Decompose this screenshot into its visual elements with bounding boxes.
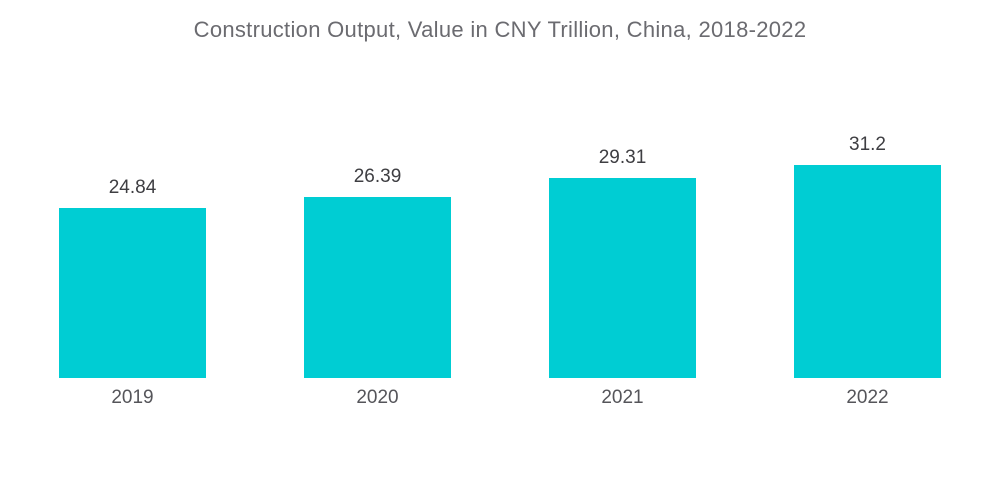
bar-value-label: 24.84 [108, 177, 157, 198]
bar-group-2021: 29.31 2021 [549, 60, 696, 408]
category-label: 2022 [846, 387, 889, 408]
category-label: 2021 [601, 387, 644, 408]
bar-value-label: 26.39 [353, 166, 402, 187]
bar-2019 [59, 208, 206, 378]
category-label: 2020 [356, 387, 399, 408]
bar-group-2020: 26.39 2020 [304, 60, 451, 408]
bar-2021 [549, 178, 696, 378]
bar-group-2022: 31.2 2022 [794, 60, 941, 408]
bar-value-label: 29.31 [598, 147, 647, 168]
bar-2020 [304, 197, 451, 378]
bar-2022 [794, 165, 941, 378]
bar-value-label: 31.2 [849, 134, 886, 155]
bar-group-2019: 24.84 2019 [59, 60, 206, 408]
plot-area: 24.84 2019 26.39 2020 29.31 2021 31.2 2022 [0, 60, 1000, 408]
category-label: 2019 [111, 387, 154, 408]
chart-title: Construction Output, Value in CNY Trilli… [193, 17, 807, 42]
